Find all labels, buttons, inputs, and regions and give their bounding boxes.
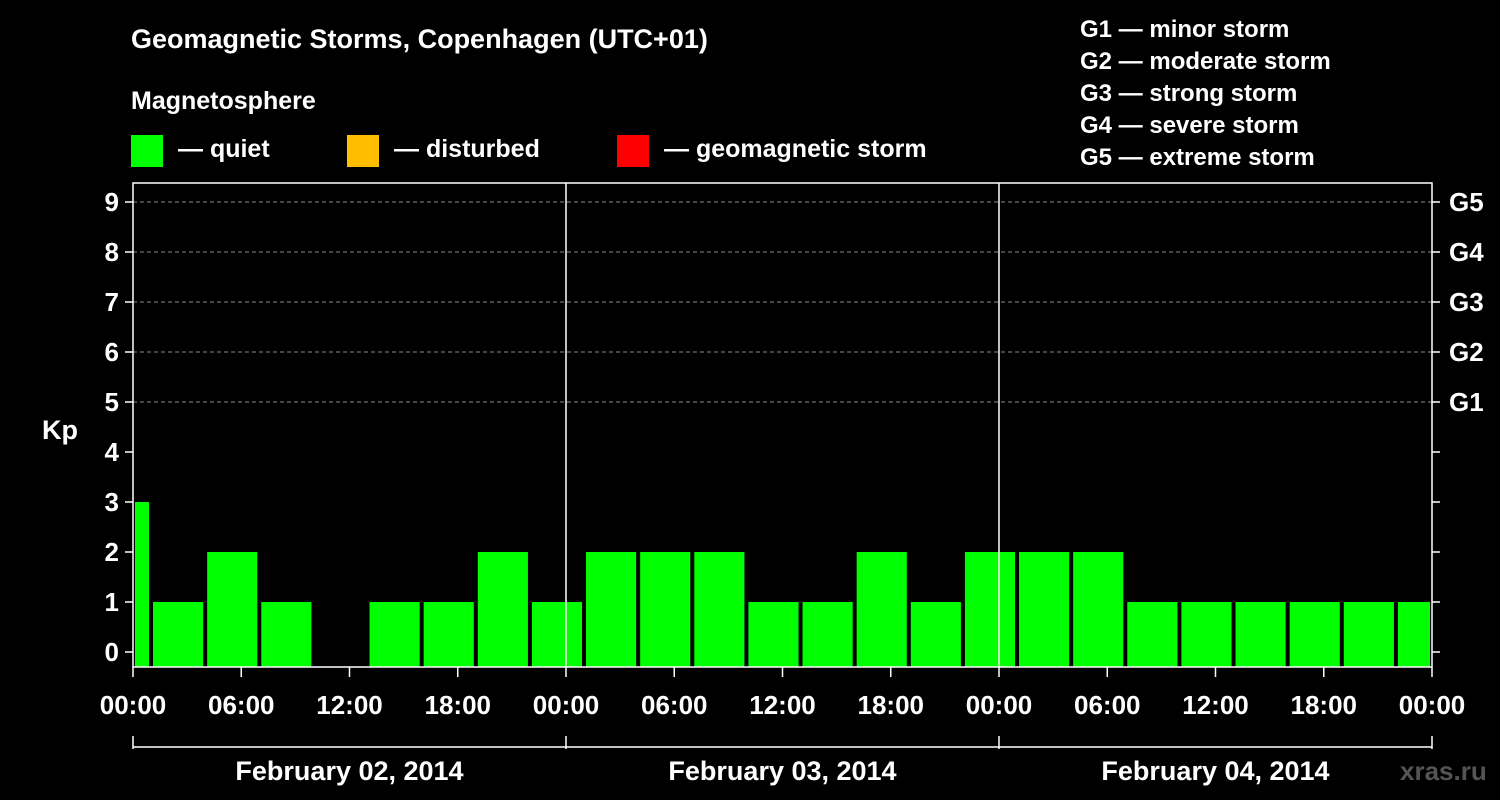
legend-disturbed-label: — disturbed bbox=[394, 135, 540, 163]
scale-g2: G2 — moderate storm bbox=[1080, 48, 1331, 75]
x-tick-label: 06:00 bbox=[1074, 690, 1141, 720]
storm-scale-legend: G1 — minor storm G2 — moderate storm G3 … bbox=[1080, 16, 1331, 171]
kp-bar bbox=[261, 602, 312, 667]
g-level-label: G4 bbox=[1449, 237, 1484, 267]
g-level-label: G1 bbox=[1449, 387, 1484, 417]
x-tick-label: 12:00 bbox=[1182, 690, 1249, 720]
y-tick-label: 9 bbox=[105, 187, 119, 217]
kp-bar bbox=[1235, 602, 1286, 667]
kp-bar bbox=[748, 602, 799, 667]
y-tick-label: 1 bbox=[105, 587, 119, 617]
kp-bar bbox=[640, 552, 691, 667]
kp-bar bbox=[135, 502, 150, 667]
chart-title: Geomagnetic Storms, Copenhagen (UTC+01) bbox=[131, 24, 708, 54]
color-legend: — quiet — disturbed — geomagnetic storm bbox=[131, 135, 927, 167]
y-tick-label: 0 bbox=[105, 637, 119, 667]
y-tick-label: 4 bbox=[105, 437, 120, 467]
axes-layer: 0 1 2 3 4 5 6 7 8 9 G1 G2 G3 G4 G5 00:00 06:00 12:00 18:00… bbox=[100, 182, 1484, 786]
y-tick-label: 7 bbox=[105, 287, 119, 317]
kp-bar bbox=[369, 602, 420, 667]
legend-storm-label: — geomagnetic storm bbox=[664, 135, 927, 163]
kp-bar bbox=[802, 602, 853, 667]
scale-g4: G4 — severe storm bbox=[1080, 112, 1299, 139]
kp-bar bbox=[856, 552, 907, 667]
day-label: February 03, 2014 bbox=[668, 756, 896, 786]
scale-g3: G3 — strong storm bbox=[1080, 80, 1297, 107]
scale-g1: G1 — minor storm bbox=[1080, 16, 1289, 43]
kp-bar bbox=[1127, 602, 1178, 667]
grid-layer bbox=[133, 201, 1432, 403]
legend-disturbed-swatch bbox=[347, 135, 379, 167]
y-tick-label: 5 bbox=[105, 387, 119, 417]
kp-bar bbox=[531, 602, 583, 667]
kp-bar bbox=[153, 602, 204, 667]
g-level-label: G2 bbox=[1449, 337, 1484, 367]
x-tick-label: 00:00 bbox=[100, 690, 167, 720]
kp-bar bbox=[423, 602, 474, 667]
kp-bar bbox=[1343, 602, 1394, 667]
legend-quiet-label: — quiet bbox=[178, 135, 270, 163]
scale-g5: G5 — extreme storm bbox=[1080, 144, 1315, 171]
x-tick-label: 12:00 bbox=[749, 690, 816, 720]
kp-bar bbox=[694, 552, 745, 667]
kp-bar bbox=[207, 552, 258, 667]
bars-layer bbox=[135, 502, 1430, 667]
day-label: February 04, 2014 bbox=[1101, 756, 1329, 786]
kp-bar bbox=[910, 602, 961, 667]
x-tick-label: 00:00 bbox=[1399, 690, 1466, 720]
kp-bar bbox=[586, 552, 637, 667]
x-tick-label: 00:00 bbox=[533, 690, 600, 720]
kp-bar bbox=[477, 552, 528, 667]
y-axis-label: Kp bbox=[42, 415, 78, 445]
day-label: February 02, 2014 bbox=[235, 756, 463, 786]
g-level-label: G3 bbox=[1449, 287, 1484, 317]
x-tick-label: 06:00 bbox=[641, 690, 708, 720]
magnetosphere-label: Magnetosphere bbox=[131, 87, 316, 115]
x-tick-label: 18:00 bbox=[858, 690, 925, 720]
watermark: xras.ru bbox=[1400, 756, 1487, 786]
kp-bar bbox=[1073, 552, 1124, 667]
kp-bar bbox=[1181, 602, 1232, 667]
y-tick-label: 8 bbox=[105, 237, 119, 267]
kp-bar bbox=[1289, 602, 1340, 667]
legend-quiet-swatch bbox=[131, 135, 163, 167]
y-tick-label: 6 bbox=[105, 337, 119, 367]
plot-frame bbox=[132, 182, 1433, 668]
x-tick-label: 12:00 bbox=[316, 690, 383, 720]
kp-bar bbox=[964, 552, 1016, 667]
x-tick-label: 18:00 bbox=[1291, 690, 1358, 720]
legend-storm-swatch bbox=[617, 135, 649, 167]
y-tick-label: 3 bbox=[105, 487, 119, 517]
kp-bar bbox=[1019, 552, 1070, 667]
kp-bar bbox=[1397, 602, 1430, 667]
x-tick-label: 18:00 bbox=[425, 690, 492, 720]
g-level-label: G5 bbox=[1449, 187, 1484, 217]
y-tick-label: 2 bbox=[105, 537, 119, 567]
x-tick-label: 06:00 bbox=[208, 690, 275, 720]
x-tick-label: 00:00 bbox=[966, 690, 1033, 720]
